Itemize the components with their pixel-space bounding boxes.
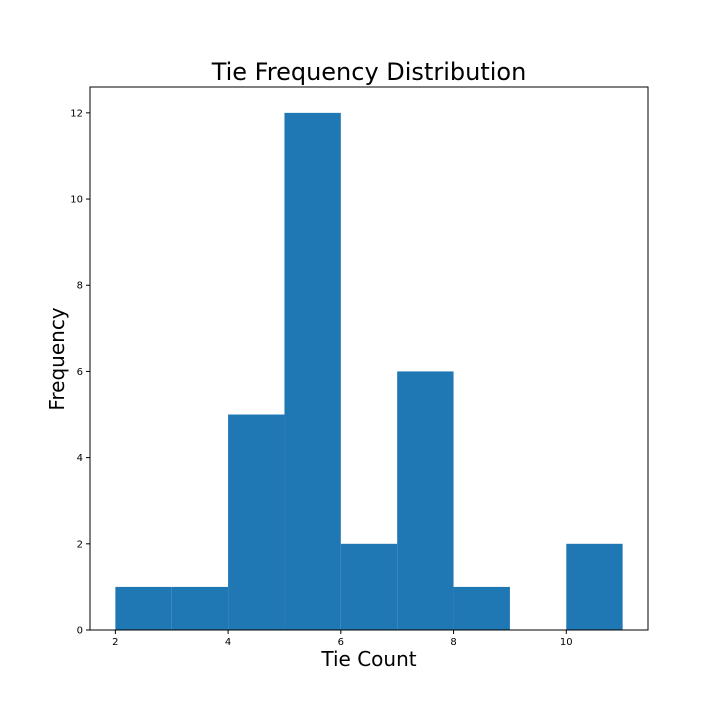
histogram-bar — [284, 112, 341, 631]
plot-frame — [89, 86, 649, 631]
x-tick-label: 2 — [112, 637, 118, 648]
x-axis-label: Tie Count — [320, 647, 416, 671]
x-tick-label: 4 — [225, 637, 231, 648]
histogram-bar — [171, 586, 229, 630]
y-tick-label: 6 — [77, 367, 83, 378]
chart-title: Tie Frequency Distribution — [211, 58, 527, 86]
x-tick-label: 8 — [450, 637, 456, 648]
y-tick-label: 12 — [70, 108, 83, 119]
histogram-bar — [115, 586, 172, 630]
x-tick-label: 10 — [560, 637, 573, 648]
y-tick-label: 4 — [77, 453, 83, 464]
y-tick-label: 2 — [77, 539, 83, 550]
y-tick-label: 0 — [77, 626, 83, 637]
histogram-bar — [340, 543, 398, 630]
y-tick-label: 10 — [70, 195, 83, 206]
histogram-bar — [453, 586, 510, 630]
y-tick-label: 8 — [77, 281, 83, 292]
histogram-bar — [228, 414, 285, 630]
y-axis-label: Frequency — [45, 307, 69, 410]
histogram-bar — [566, 543, 623, 630]
bars-group — [115, 112, 623, 631]
x-axis-ticks: 2 4 6 8 10 — [112, 630, 573, 648]
histogram-bar — [397, 371, 454, 630]
y-axis-ticks: 0 2 4 6 8 10 12 — [70, 108, 90, 637]
x-tick-label: 6 — [338, 637, 344, 648]
